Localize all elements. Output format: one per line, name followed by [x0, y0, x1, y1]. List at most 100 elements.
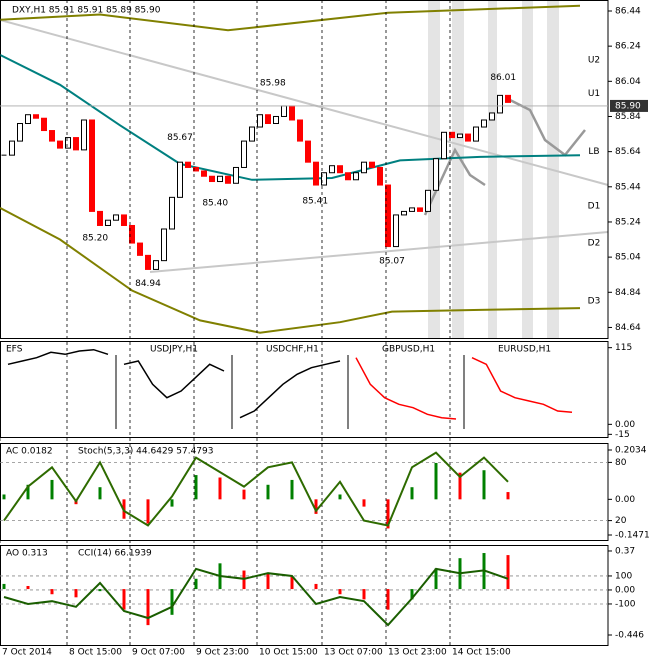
histogram-bar: [242, 489, 246, 500]
candle: [409, 207, 415, 212]
candle: [9, 140, 15, 156]
y-tick-label: 85.84: [615, 112, 641, 122]
mini-line: [7, 348, 109, 366]
histogram-bar: [170, 589, 174, 615]
histogram-bar: [2, 494, 6, 500]
band-line: [0, 54, 581, 181]
mini-line: [355, 357, 457, 420]
candle: [393, 214, 399, 248]
panel-frame: [0, 0, 609, 339]
y-tick-label: 86.24: [615, 42, 641, 52]
candle: [505, 94, 511, 103]
candle: [457, 133, 463, 139]
y-tick-label: 0.00: [615, 495, 635, 505]
band-label: D1: [588, 202, 601, 212]
candle: [257, 114, 263, 128]
candle: [89, 119, 95, 212]
histogram-bar: [146, 589, 150, 626]
candle: [305, 140, 311, 163]
candle: [241, 140, 247, 168]
histogram-bar: [338, 494, 342, 500]
candle: [49, 130, 55, 142]
candle: [473, 126, 479, 142]
candle: [73, 137, 79, 151]
candle: [129, 224, 135, 244]
candle: [417, 207, 423, 212]
y-tick-label: 0.2034: [615, 446, 647, 456]
candle: [177, 161, 183, 198]
histogram-bar: [74, 589, 78, 598]
price-annotation: 85.40: [202, 198, 228, 208]
candle: [193, 166, 199, 172]
current-price-label: 85.90: [615, 101, 641, 111]
candle: [209, 175, 215, 183]
candle: [217, 175, 223, 183]
forecast-path: [509, 98, 586, 157]
candle: [449, 131, 455, 139]
y-tick-label: -100: [615, 599, 636, 609]
candle: [481, 119, 487, 128]
y-tick-label: 0.00: [615, 420, 635, 430]
histogram-bar: [218, 477, 222, 500]
histogram-bar: [410, 487, 414, 500]
price-annotation: 85.20: [82, 233, 108, 243]
mini-title: USDCHF,H1: [266, 345, 319, 355]
candle: [353, 172, 359, 181]
histogram-bar: [410, 589, 414, 600]
candle: [41, 117, 47, 132]
histogram-bar: [290, 479, 294, 500]
panel-frame: [0, 545, 609, 646]
histogram-bar: [458, 472, 462, 500]
candle: [25, 114, 31, 125]
y-tick-label: 100: [615, 571, 632, 581]
mini-title: USDJPY,H1: [150, 345, 198, 355]
trend-line: [149, 231, 609, 273]
histogram-bar: [26, 484, 30, 500]
x-tick-label: 14 Oct 15:00: [452, 648, 511, 658]
band-label: U2: [588, 56, 600, 66]
histogram-bar: [482, 470, 486, 500]
y-tick-label: 85.44: [615, 182, 641, 192]
candle: [385, 184, 391, 248]
candle: [337, 165, 343, 174]
candle: [297, 119, 303, 142]
histogram-bar: [362, 589, 366, 600]
mini-line: [123, 360, 225, 399]
histogram-bar: [314, 583, 318, 590]
x-tick-label: 9 Oct 23:00: [196, 648, 249, 658]
histogram-bar: [290, 576, 294, 590]
y-tick-label: 85.04: [615, 253, 641, 263]
histogram-bar: [266, 484, 270, 500]
indicator-line: [3, 451, 509, 527]
candle: [321, 172, 327, 186]
candle: [233, 166, 239, 184]
indicator-label: Stoch(5,3,3) 44.6429 57.4793: [78, 447, 213, 457]
mini-title: EURUSD,H1: [498, 345, 551, 355]
mini-line: [239, 360, 341, 419]
histogram-bar: [26, 585, 30, 590]
zone: [452, 0, 464, 338]
histogram-bar: [50, 589, 54, 595]
y-tick-label: 0.00: [615, 585, 635, 595]
panel-frame: [0, 443, 609, 541]
histogram-bar: [266, 573, 270, 590]
y-tick-label: 84.64: [615, 323, 641, 333]
candle: [145, 254, 151, 270]
price-annotation: 86.01: [490, 73, 516, 83]
histogram-bar: [170, 499, 174, 507]
histogram-bar: [386, 499, 390, 529]
histogram-bar: [314, 499, 318, 514]
price-annotation: 85.67: [167, 133, 193, 143]
y-tick-label: -0.1471: [615, 531, 650, 541]
band-label: D3: [588, 297, 601, 307]
price-annotation: 85.98: [260, 78, 286, 88]
y-tick-label: 20: [615, 516, 627, 526]
candle: [377, 166, 383, 186]
x-tick-label: 8 Oct 15:00: [69, 648, 122, 658]
candle: [113, 214, 119, 221]
candle: [281, 105, 287, 117]
price-annotation: 84.94: [135, 279, 161, 289]
candle: [249, 126, 255, 142]
band-label: LB: [588, 147, 599, 157]
y-tick-label: 85.64: [615, 147, 641, 157]
